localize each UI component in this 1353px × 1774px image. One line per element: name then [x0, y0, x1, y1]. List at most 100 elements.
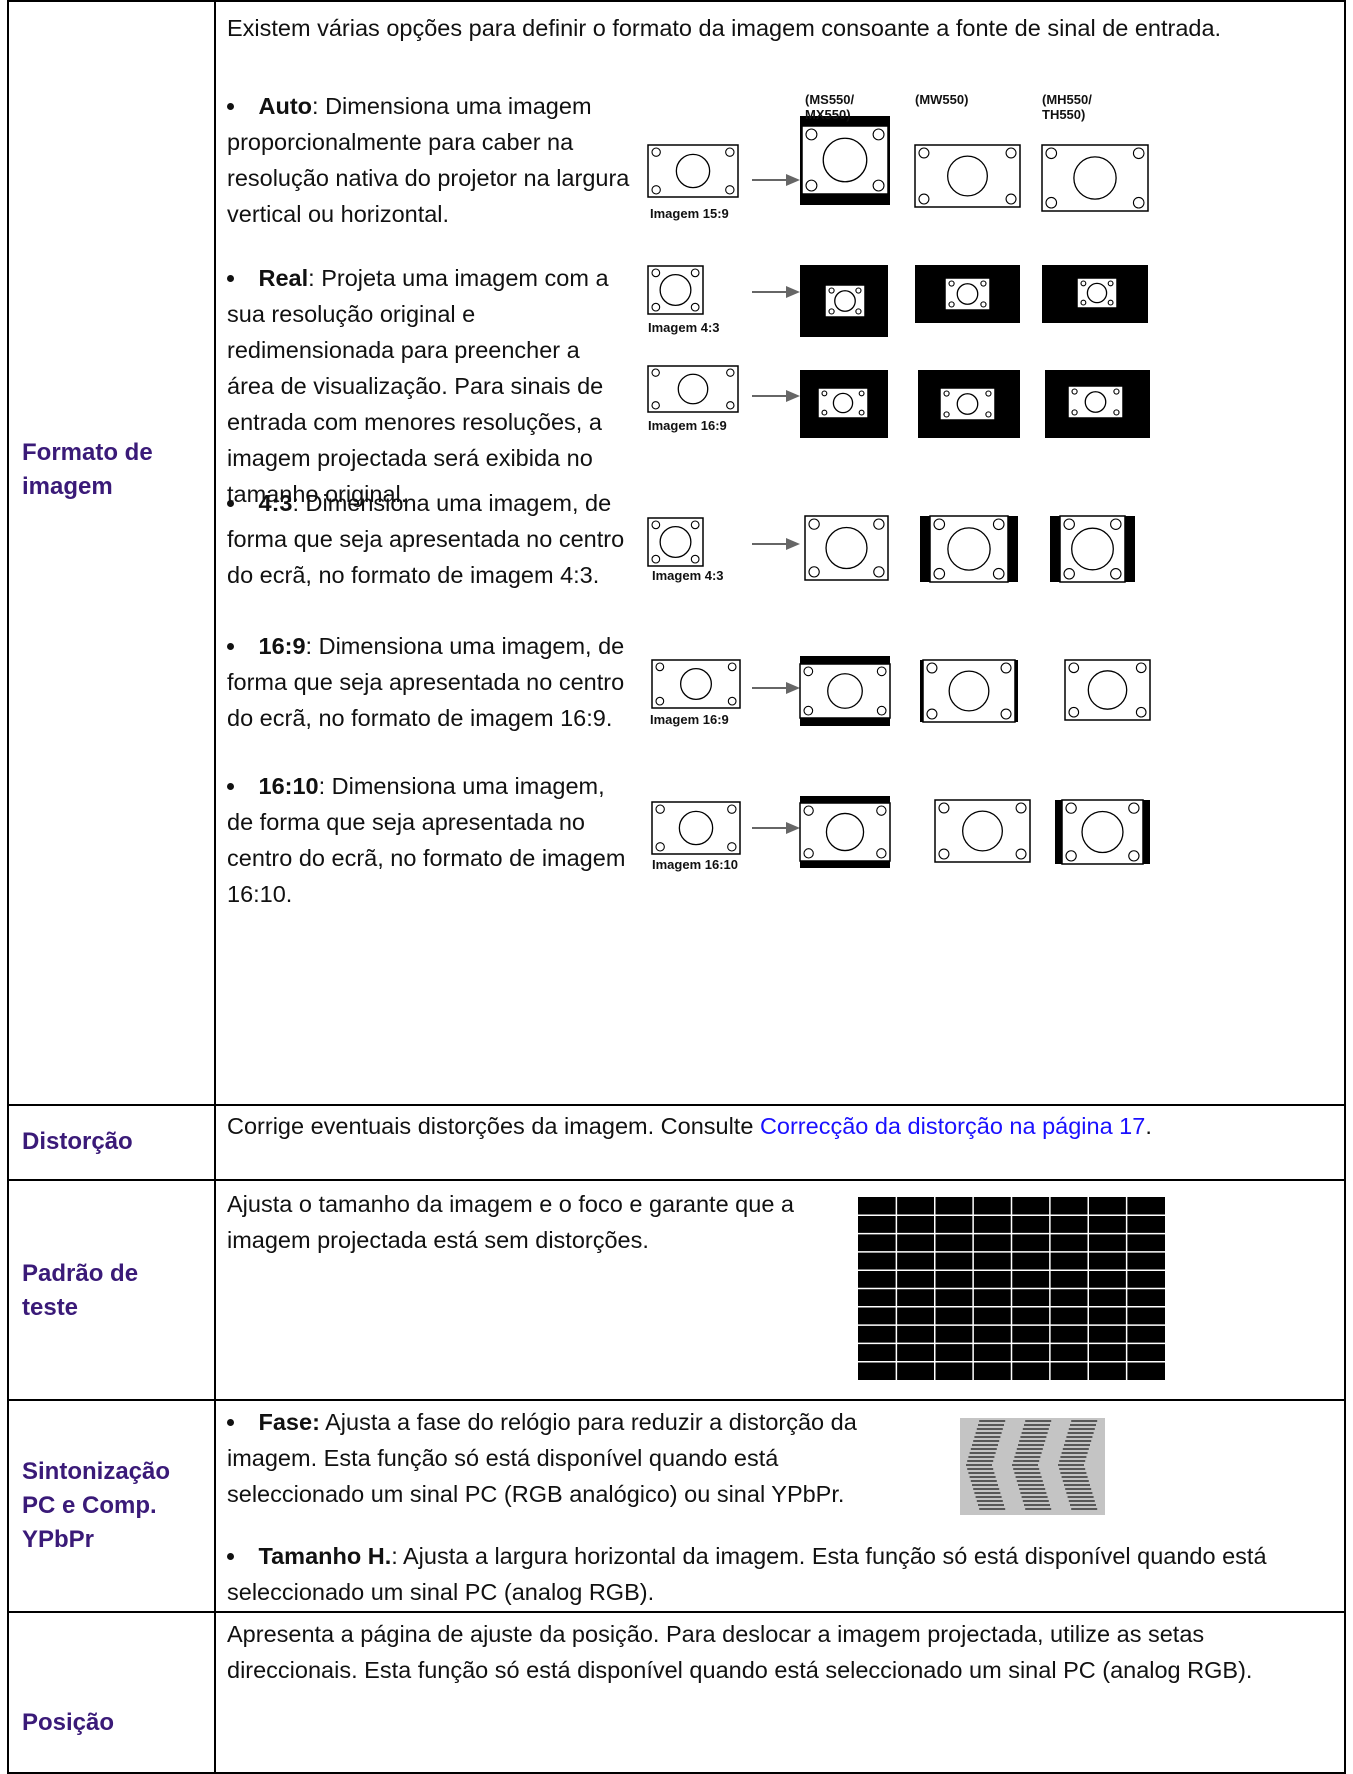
table-borders: [7, 0, 1346, 1774]
term: Fase:: [258, 1409, 320, 1435]
screen-dot: [727, 804, 737, 814]
screen-dot: [918, 147, 930, 159]
arrow-head: [786, 822, 800, 834]
description: : Dimensiona uma imagem, de forma que se…: [227, 490, 625, 588]
bullet-item: Fase: Ajusta a fase do relógio para redu…: [227, 1404, 877, 1512]
screen: [651, 801, 741, 855]
screen-dot: [805, 128, 818, 141]
screen-dot: [933, 567, 946, 580]
screen-circle: [827, 673, 863, 709]
screen-dot: [858, 409, 865, 416]
screen-dot: [690, 268, 700, 278]
screen: [824, 284, 866, 318]
screen-circle: [678, 810, 714, 846]
bullet-item: 4:3: Dimensiona uma imagem, de forma que…: [227, 485, 632, 593]
screen-dot: [1015, 848, 1027, 860]
screen-dot: [985, 411, 992, 418]
model-label: (MS550/ MX550): [805, 92, 855, 122]
model-label: (MW550): [915, 92, 969, 107]
screen-dot: [808, 518, 820, 530]
screen: [804, 515, 889, 581]
screen-dot: [1045, 196, 1058, 209]
screen-dot: [1128, 802, 1140, 814]
screen-dot: [651, 147, 661, 157]
screen-dot: [1071, 409, 1078, 416]
screen-dot: [727, 842, 737, 852]
screen-dot: [1005, 193, 1017, 205]
screen-dot: [1068, 706, 1080, 718]
image-label: Imagem 16:9: [650, 712, 729, 727]
screen: [801, 125, 889, 195]
screen-circle: [677, 373, 709, 405]
screen-circle: [675, 153, 711, 189]
screen-dot: [725, 147, 735, 157]
arrow-head: [786, 682, 800, 694]
screen-circle: [825, 812, 865, 852]
screen-dot: [690, 554, 700, 564]
screen-circle: [962, 810, 1003, 852]
screen-dot: [926, 708, 938, 720]
intro-text: Existem várias opções para definir o for…: [227, 15, 1222, 41]
screen-dot: [876, 705, 887, 716]
screen-dot: [655, 804, 665, 814]
term: Real: [258, 265, 309, 291]
screen-dot: [726, 401, 735, 410]
page-link[interactable]: Correcção da distorção na página 17: [759, 1113, 1146, 1139]
screen-dot: [651, 401, 660, 410]
image-label: Imagem 16:9: [648, 418, 727, 433]
screen-dot: [1135, 706, 1147, 718]
screen-circle: [834, 290, 856, 312]
screen-dot: [985, 390, 992, 397]
screen: [914, 144, 1021, 208]
screen-dot: [1107, 280, 1114, 287]
screen-dot: [655, 662, 665, 672]
screen: [647, 144, 739, 198]
row-label: Distorção: [22, 1128, 133, 1155]
screen-dot: [828, 287, 835, 294]
screen-circle: [956, 283, 979, 305]
screen-dot: [992, 567, 1005, 580]
screen-circle: [1081, 810, 1124, 854]
screen: [1061, 799, 1144, 865]
screen-dot: [933, 518, 946, 531]
screen: [647, 265, 704, 315]
description: : Dimensiona uma imagem, de forma que se…: [227, 773, 626, 907]
screen-circle: [948, 670, 990, 712]
screen: [799, 663, 891, 719]
screen-dot: [855, 308, 862, 315]
screen-dot: [873, 518, 885, 530]
screen-dot: [872, 128, 885, 141]
screen-dot: [873, 566, 885, 578]
screen-dot: [1113, 409, 1120, 416]
row-text: Corrige eventuais distorções da imagem. …: [227, 1108, 1327, 1144]
arrow-head: [786, 538, 800, 550]
image-label: Imagem 4:3: [648, 320, 720, 335]
screen-dot: [803, 705, 814, 716]
screen-dot: [651, 268, 661, 278]
screen-dot: [727, 696, 737, 706]
screen-dot: [1107, 299, 1114, 306]
screen-circle: [679, 667, 713, 701]
screen-dot: [725, 185, 735, 195]
screen: [799, 802, 891, 862]
screen-circle: [1086, 282, 1108, 304]
screen-dot: [655, 842, 665, 852]
screen-dot: [943, 411, 950, 418]
screen-circle: [947, 527, 991, 571]
image-label: Imagem 15:9: [650, 206, 729, 221]
screen: [922, 659, 1016, 723]
screen: [1067, 385, 1124, 419]
screen: [1059, 515, 1126, 583]
screen-dot: [651, 520, 661, 530]
punctuation: .: [1145, 1113, 1152, 1139]
phase-image: [960, 1418, 1105, 1515]
bullet-item: 16:9: Dimensiona uma imagem, de forma qu…: [227, 628, 632, 736]
screen-circle: [1071, 527, 1114, 571]
screen-circle: [956, 393, 979, 415]
screen-dot: [1113, 388, 1120, 395]
description: : Dimensiona uma imagem, de forma que se…: [227, 633, 625, 731]
arrow-head: [786, 174, 800, 186]
screen-dot: [876, 848, 887, 859]
screen-dot: [651, 185, 661, 195]
